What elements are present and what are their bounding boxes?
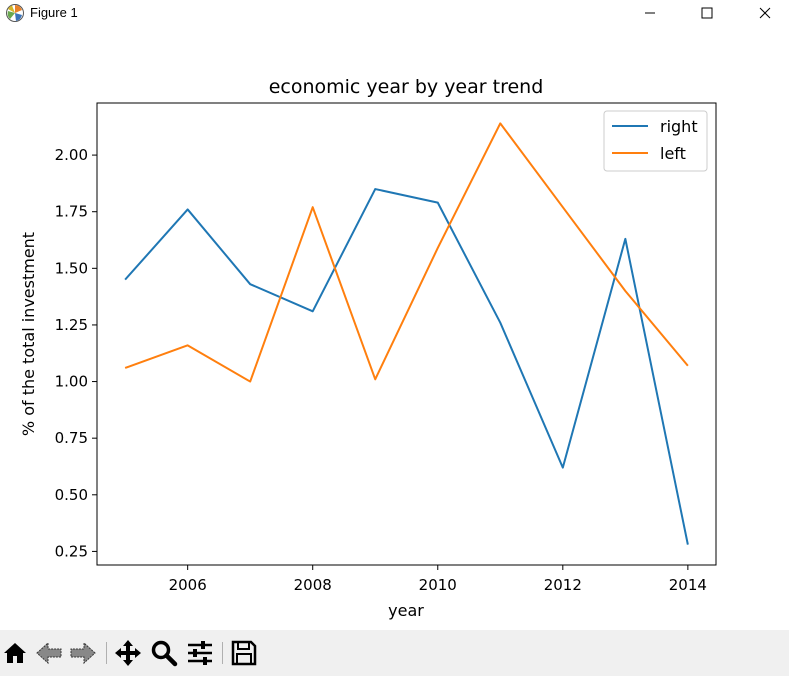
y-tick-label: 0.50 bbox=[55, 486, 88, 504]
minimize-icon bbox=[645, 12, 655, 14]
minimize-button[interactable] bbox=[627, 0, 673, 26]
pan-button[interactable] bbox=[113, 638, 143, 668]
navigation-toolbar bbox=[0, 630, 789, 676]
maximize-icon bbox=[701, 7, 713, 19]
forward-button[interactable] bbox=[68, 638, 98, 668]
back-button[interactable] bbox=[34, 638, 64, 668]
toolbar-separator bbox=[106, 642, 107, 664]
pan-move-icon bbox=[115, 640, 141, 666]
back-arrow-icon bbox=[36, 641, 62, 665]
maximize-button[interactable] bbox=[684, 0, 730, 26]
y-tick-label: 1.75 bbox=[55, 203, 88, 221]
y-tick-label: 0.75 bbox=[55, 429, 88, 447]
y-axis-label: % of the total investment bbox=[19, 232, 38, 436]
close-button[interactable] bbox=[742, 0, 788, 26]
x-tick-label: 2014 bbox=[669, 576, 707, 594]
plot-area bbox=[96, 102, 717, 566]
y-tick-label: 0.25 bbox=[55, 542, 88, 560]
y-tick-label: 2.00 bbox=[55, 146, 88, 164]
figure-canvas[interactable]: economic year by year trend year % of th… bbox=[0, 26, 789, 630]
configure-subplots-icon bbox=[188, 641, 212, 665]
legend-label-left: left bbox=[660, 144, 686, 163]
save-disk-icon bbox=[231, 640, 257, 666]
toolbar-separator bbox=[222, 642, 223, 664]
home-icon bbox=[4, 643, 26, 663]
x-tick-label: 2010 bbox=[419, 576, 457, 594]
window-titlebar: Figure 1 bbox=[0, 0, 789, 26]
close-icon bbox=[759, 7, 771, 19]
save-button[interactable] bbox=[229, 638, 259, 668]
forward-arrow-icon bbox=[70, 641, 96, 665]
series-line-left bbox=[124, 122, 689, 383]
y-tick-label: 1.25 bbox=[55, 316, 88, 334]
home-button[interactable] bbox=[0, 638, 30, 668]
legend-label-right: right bbox=[660, 117, 698, 136]
configure-subplots-button[interactable] bbox=[185, 638, 215, 668]
window-title: Figure 1 bbox=[30, 5, 78, 20]
x-tick-label: 2008 bbox=[294, 576, 332, 594]
y-tick-label: 1.50 bbox=[55, 259, 88, 277]
zoom-magnifier-icon bbox=[151, 640, 178, 667]
x-axis-label: year bbox=[388, 601, 424, 620]
line-chart: economic year by year trend year % of th… bbox=[19, 76, 717, 620]
x-tick-label: 2012 bbox=[544, 576, 582, 594]
zoom-button[interactable] bbox=[149, 638, 179, 668]
matplotlib-icon bbox=[6, 4, 24, 22]
y-tick-label: 1.00 bbox=[55, 373, 88, 391]
x-tick-label: 2006 bbox=[169, 576, 207, 594]
series-line-right bbox=[124, 188, 689, 545]
chart-title: economic year by year trend bbox=[269, 76, 544, 98]
